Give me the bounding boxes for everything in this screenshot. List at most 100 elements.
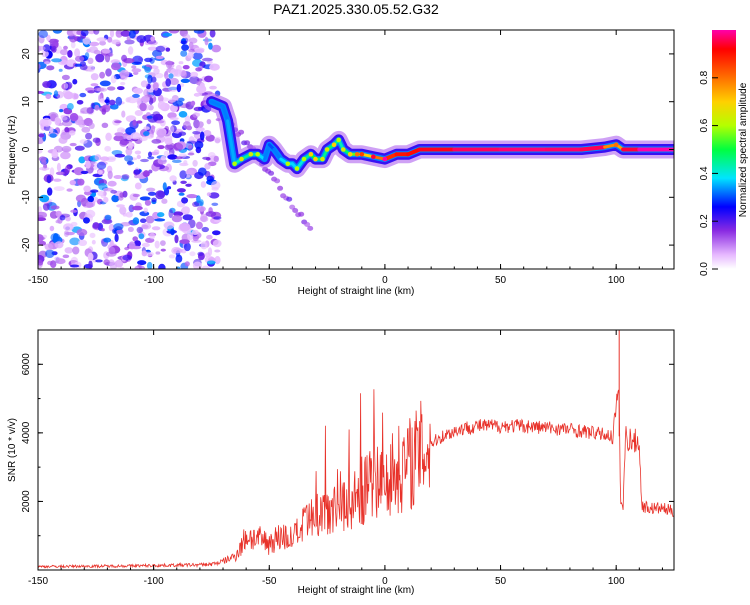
noise-blob [179,239,190,245]
noise-blob [45,249,55,258]
noise-blob [104,99,110,104]
noise-blob [38,259,44,266]
noise-blob [139,102,147,112]
noise-blob [55,258,66,265]
noise-blob [140,80,148,88]
noise-blob [96,161,107,170]
noise-blob [181,44,190,51]
ridge-point [239,156,244,162]
noise-blob [38,137,44,145]
noise-blob [132,193,140,198]
noise-blob [151,226,161,231]
noise-blob [108,99,116,106]
noise-blob [86,48,92,53]
noise-blob [38,156,47,162]
noise-blob [194,48,205,54]
y-tick-label: 20 [21,48,32,60]
noise-blob [143,207,148,214]
noise-blob [80,170,89,175]
noise-blob [91,239,96,245]
noise-blob [56,162,61,172]
noise-blob [150,36,156,42]
noise-blob [141,250,147,257]
noise-blob [70,209,78,213]
noise-blob [122,254,132,261]
ridge-point [301,156,307,162]
noise-blob [90,83,99,87]
noise-blob [197,251,204,256]
noise-blob [154,240,160,249]
noise-blob [63,83,69,89]
noise-blob [167,112,177,119]
noise-blob [74,63,83,67]
noise-blob [50,205,60,210]
noise-blob [46,175,52,184]
noise-blob [38,250,48,258]
noise-blob [134,240,141,247]
y-tick-label: 0 [21,146,32,152]
noise-blob [42,202,50,211]
noise-blob [69,180,77,186]
noise-blob [101,122,109,128]
noise-blob [63,45,68,50]
spectrogram-xlabel: Height of straight line (km) [298,286,415,297]
noise-blob [101,108,107,115]
noise-blob [113,175,123,179]
noise-blob [49,225,55,232]
ridge-point [331,142,337,147]
spectrogram-ylabel: Frequency (Hz) [7,116,18,185]
noise-blob [167,154,178,160]
y-tick-label: -10 [21,190,32,205]
noise-blob [41,50,49,58]
noise-blob [158,94,164,103]
noise-blob [146,261,153,269]
noise-blob [41,160,47,165]
noise-blob [58,136,68,144]
noise-blob [51,58,62,63]
noise-blob [49,167,55,177]
noise-blob [105,251,117,257]
noise-blob [205,211,217,217]
noise-blob [109,240,114,247]
x-tick-label: 100 [608,275,625,286]
noise-blob [92,222,100,229]
noise-blob [94,104,100,111]
noise-blob [55,210,62,218]
x-tick-label: 100 [608,576,625,587]
noise-blob [50,233,61,242]
noise-blob [44,243,54,251]
noise-blob [96,87,108,92]
noise-blob [150,125,156,134]
noise-blob [154,218,166,222]
noise-blob [69,34,78,43]
noise-blob [69,142,77,147]
noise-blob [206,119,212,125]
noise-blob [140,218,147,223]
noise-blob [203,130,212,137]
noise-blob [131,65,137,69]
noise-blob [42,44,51,52]
noise-blob [268,170,275,176]
ridge-segment [226,119,237,166]
noise-blob [176,188,186,193]
noise-blob [64,247,74,254]
ridge-point [324,147,330,152]
noise-blob [185,183,192,187]
noise-blob [201,57,213,62]
noise-blob [100,156,110,161]
noise-blob [138,233,145,240]
noise-blob [110,189,118,194]
noise-blob [147,40,158,46]
noise-blob [184,261,190,267]
noise-blob [209,85,217,90]
noise-blob [137,260,147,266]
noise-blob [89,232,96,239]
noise-blob [132,217,140,225]
snr-xlabel: Height of straight line (km) [298,585,415,596]
x-tick-label: -50 [262,275,277,286]
noise-blob [147,75,153,84]
noise-blob [38,133,45,138]
noise-blob [168,98,176,103]
noise-blob [165,47,171,52]
